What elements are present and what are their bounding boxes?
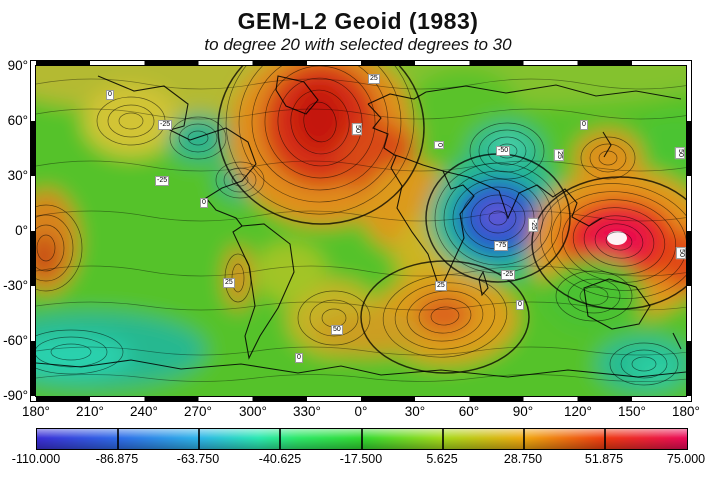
lat-tick-label: -60°	[3, 333, 28, 348]
lon-tick-label: 330°	[293, 404, 321, 419]
contour-label: -25	[528, 217, 539, 233]
colorbar-tick-label: 51.875	[584, 452, 624, 466]
geoid-field-svg	[36, 66, 686, 396]
colorbar	[36, 428, 688, 450]
lon-tick-label: 180°	[22, 404, 50, 419]
lon-tick-label: 210°	[76, 404, 104, 419]
lon-tick-label: 270°	[184, 404, 212, 419]
colorbar-tick	[198, 429, 200, 449]
coastlines	[36, 75, 686, 378]
contour-lines	[36, 66, 686, 386]
contour-label: -25	[155, 176, 170, 186]
geoid-color-field	[36, 66, 686, 396]
chart-title: GEM-L2 Geoid (1983)	[237, 8, 479, 34]
lat-tick-label: -30°	[3, 278, 28, 293]
lon-tick-label: 240°	[130, 404, 158, 419]
lat-tick-label: 90°	[7, 58, 28, 73]
lon-tick-label: 120°	[564, 404, 592, 419]
contour-label: 25	[368, 74, 380, 84]
contour-label: 50	[351, 123, 362, 135]
lon-tick-label: 0°	[354, 404, 368, 419]
colorbar-tick-label: -17.500	[339, 452, 383, 466]
contour-label: 0	[295, 353, 303, 363]
colorbar-tick-label: -86.875	[95, 452, 139, 466]
lon-tick-label: 150°	[618, 404, 646, 419]
contour-label: 25	[223, 278, 235, 288]
lat-tick-label: 0°	[15, 223, 28, 238]
contour-label: -75	[494, 241, 509, 251]
contour-label: 0	[580, 120, 588, 130]
lon-tick-label: 180°	[672, 404, 700, 419]
contour-label: 25	[553, 149, 564, 161]
zero-contours	[217, 66, 686, 374]
colorbar-tick	[117, 429, 119, 449]
colorbar-tick-label: 28.750	[503, 452, 543, 466]
contour-label: 0	[106, 90, 114, 100]
chart-subtitle: to degree 20 with selected degrees to 30	[204, 35, 512, 54]
lon-tick-label: 90°	[512, 404, 534, 419]
colorbar-tick	[523, 429, 525, 449]
contour-label: -25	[501, 270, 516, 280]
colorbar-tick	[279, 429, 281, 449]
lon-tick-label: 300°	[239, 404, 267, 419]
lat-tick-label: 30°	[7, 168, 28, 183]
colorbar-tick-label: -63.750	[176, 452, 220, 466]
contour-label: -25	[158, 120, 173, 130]
colorbar-tick-label: -110.000	[11, 452, 61, 466]
colorbar-tick-label: -40.625	[258, 452, 302, 466]
contour-label: -50	[496, 146, 511, 156]
contour-label: 50	[675, 247, 686, 259]
colorbar-tick	[442, 429, 444, 449]
colorbar-tick	[361, 429, 363, 449]
lat-tick-label: -90°	[3, 388, 28, 403]
contour-label: 0	[516, 300, 524, 310]
contour-label: 50	[331, 325, 343, 335]
map-area: 0 -25 -25 0 25 -50 25 0 50 25 50 0 -75 -…	[30, 60, 692, 402]
colorbar-tick	[604, 429, 606, 449]
contour-label: 0	[200, 198, 208, 208]
contour-label: 0	[433, 141, 444, 149]
contour-label: 50	[674, 147, 685, 159]
saturated-max-spot	[607, 231, 627, 245]
colorbar-tick-label: 5.625	[426, 452, 458, 466]
contour-label: 25	[435, 281, 447, 291]
geoid-map: 0 -25 -25 0 25 -50 25 0 50 25 50 0 -75 -…	[35, 65, 687, 397]
lon-tick-label: 60°	[458, 404, 480, 419]
colorbar-tick-label: 75.000	[666, 452, 706, 466]
lat-tick-label: 60°	[7, 113, 28, 128]
lon-tick-label: 30°	[404, 404, 426, 419]
